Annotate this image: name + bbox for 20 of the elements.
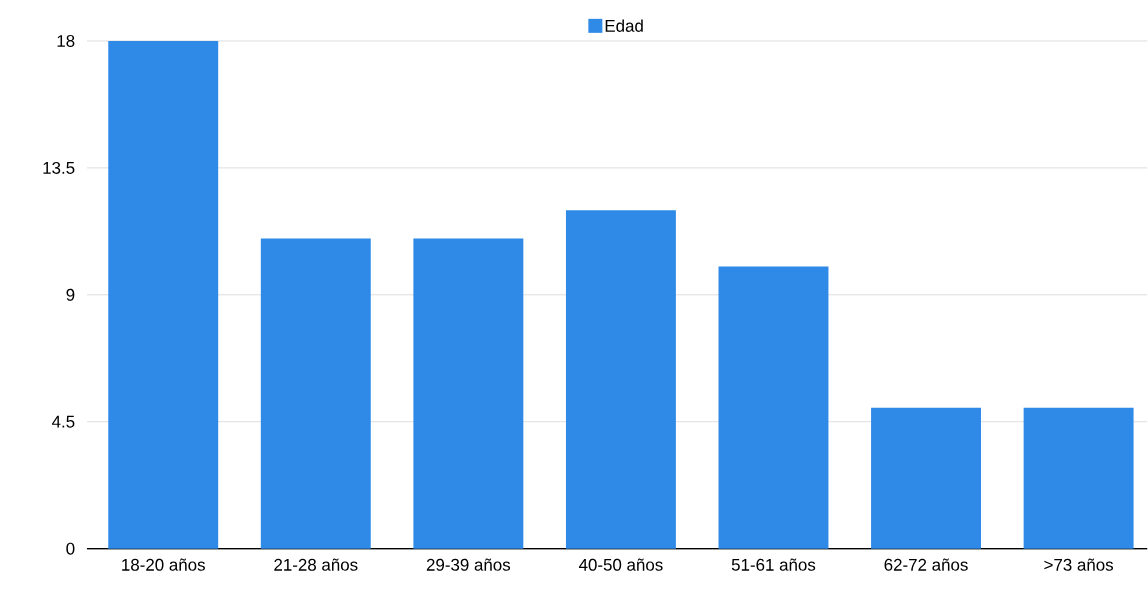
x-tick-label: 51-61 años [731,558,816,571]
y-tick-label: 4.5 [51,416,75,428]
legend-label: Edad [605,19,643,33]
bar [871,407,982,549]
x-tick-label: 40-50 años [578,558,663,571]
y-tick-label: 18 [57,35,75,48]
x-tick-label: 18-20 años [122,558,205,571]
x-tick-label: 29-39 años [426,558,511,571]
bar [718,266,829,549]
bar [1023,407,1134,549]
x-tick-label: 21-28 años [274,558,358,571]
bar [565,210,676,549]
y-tick-label: 0 [66,542,75,555]
y-tick-label: 13.5 [43,162,75,175]
bar [260,238,371,549]
bar [413,238,524,549]
y-tick-label: 9 [66,289,75,301]
x-tick-label: >73 años [1044,558,1114,571]
bar [108,41,219,549]
x-tick-label: 62-72 años [884,558,968,571]
